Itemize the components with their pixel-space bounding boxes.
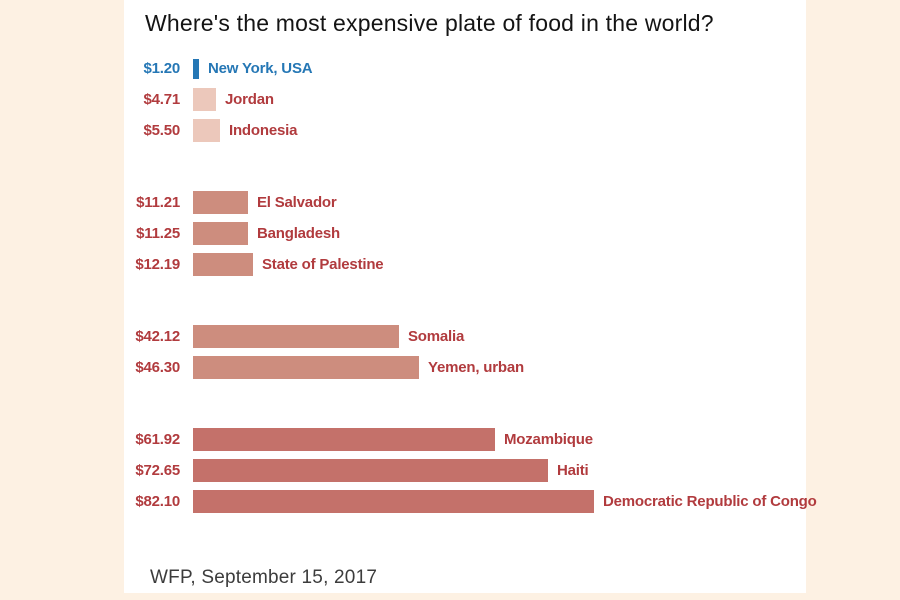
value-label: $11.25 <box>136 225 180 242</box>
category-label: Indonesia <box>229 122 298 139</box>
chart-row: $82.10 Democratic Republic of Congo <box>124 490 817 513</box>
value-label: $1.20 <box>143 60 180 77</box>
value-label: $42.12 <box>135 328 180 345</box>
category-label: Democratic Republic of Congo <box>603 493 817 510</box>
category-label: State of Palestine <box>262 256 384 273</box>
value-label: $5.50 <box>143 122 180 139</box>
chart-row: $4.71 Jordan <box>124 88 806 111</box>
chart-row: $61.92 Mozambique <box>124 428 806 451</box>
bar <box>193 356 419 379</box>
chart-panel: Where's the most expensive plate of food… <box>124 0 817 593</box>
chart-row: $72.65 Haiti <box>124 459 806 482</box>
category-label: Somalia <box>408 328 465 345</box>
category-label: Yemen, urban <box>428 359 524 376</box>
bar <box>193 428 495 451</box>
category-label: Mozambique <box>504 431 593 448</box>
chart-row: $1.20 New York, USA <box>124 57 806 80</box>
value-label: $61.92 <box>135 431 180 448</box>
source-attribution: WFP, September 15, 2017 <box>150 567 378 588</box>
bar <box>193 58 199 79</box>
chart-row: $12.19 State of Palestine <box>124 253 806 276</box>
category-label: New York, USA <box>208 60 313 77</box>
category-label: El Salvador <box>257 194 337 211</box>
bar <box>193 119 220 142</box>
chart-row: $5.50 Indonesia <box>124 119 806 142</box>
category-label: Haiti <box>557 462 589 479</box>
chart-row: $46.30 Yemen, urban <box>124 356 806 379</box>
value-label: $4.71 <box>143 91 180 108</box>
bar <box>193 222 248 245</box>
chart-title: Where's the most expensive plate of food… <box>145 10 714 36</box>
bar <box>193 191 248 214</box>
value-label: $11.21 <box>136 194 180 211</box>
value-label: $72.65 <box>135 462 180 479</box>
chart-row: $42.12 Somalia <box>124 325 806 348</box>
bar <box>193 459 548 482</box>
bar <box>193 325 399 348</box>
category-label: Jordan <box>225 91 274 108</box>
value-label: $46.30 <box>135 359 180 376</box>
chart-row: $11.25 Bangladesh <box>124 222 806 245</box>
bar <box>193 253 253 276</box>
bar <box>193 490 594 513</box>
chart-rows: $1.20 New York, USA $4.71 Jordan $5.50 Indone… <box>124 57 817 513</box>
value-label: $82.10 <box>135 493 180 510</box>
category-label: Bangladesh <box>257 225 341 242</box>
value-label: $12.19 <box>135 256 180 273</box>
chart-row: $11.21 El Salvador <box>124 191 806 214</box>
bar <box>193 88 216 111</box>
